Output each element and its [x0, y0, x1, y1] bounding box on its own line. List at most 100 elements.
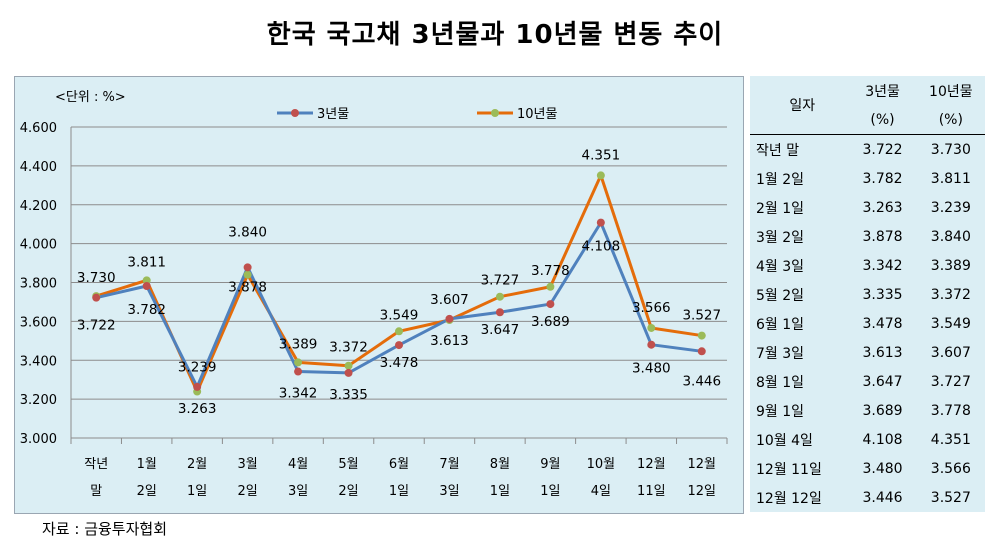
data-label-10y: 3.778 [531, 263, 570, 279]
y-tick-label: 3.200 [20, 393, 57, 408]
table-row: 1월 2일 3.782 3.811 [750, 164, 985, 193]
x-tick-label: 2일 [338, 484, 358, 499]
data-point-3y [294, 367, 303, 376]
data-label-10y: 3.727 [481, 273, 520, 289]
x-tick-label: 3일 [288, 484, 308, 499]
x-tick-label: 11일 [637, 484, 666, 499]
data-label-10y: 3.840 [228, 225, 267, 241]
table-cell-date: 7월 3일 [756, 345, 805, 362]
data-point-10y [647, 323, 656, 332]
table-cell-10y: 3.239 [930, 199, 971, 216]
table-cell-10y: 3.389 [930, 257, 971, 274]
table-cell-3y: 3.478 [862, 315, 903, 332]
legend-label: 10년물 [517, 107, 558, 122]
data-label-3y: 3.446 [682, 373, 721, 389]
table-cell-3y: 3.480 [862, 460, 903, 477]
y-tick-label: 4.400 [20, 160, 57, 175]
table-cell-10y: 3.566 [930, 460, 971, 477]
table-cell-3y: 3.342 [862, 257, 903, 274]
x-tick-label: 1일 [540, 484, 560, 499]
table-cell-10y: 3.607 [930, 344, 971, 361]
x-tick-label: 12일 [688, 484, 717, 499]
data-point-10y [495, 292, 504, 301]
table-row: 12월 12일 3.446 3.527 [750, 483, 985, 512]
data-label-10y: 3.811 [127, 254, 166, 270]
x-tick-label: 말 [90, 484, 102, 499]
table-cell-10y: 3.811 [930, 170, 971, 187]
table-row: 2월 1일 3.263 3.239 [750, 193, 985, 222]
data-point-3y [495, 308, 504, 317]
data-label-3y: 3.878 [228, 279, 267, 295]
table-cell-3y: 3.613 [862, 344, 903, 361]
data-label-3y: 3.342 [279, 386, 318, 402]
x-tick-label: 2일 [237, 484, 257, 499]
data-label-10y: 3.372 [329, 340, 368, 356]
table-header-cell: (%) [848, 105, 917, 135]
line-chart: 3.000 3.200 3.400 3.600 3.800 4.000 4.200 4.400… [20, 90, 728, 499]
data-point-3y [92, 293, 101, 302]
x-tick-label: 7월 [439, 457, 459, 472]
table-row: 8월 1일 3.647 3.727 [750, 367, 985, 396]
x-tick-label: 4일 [591, 484, 611, 499]
data-label-10y: 3.607 [430, 292, 469, 308]
legend-label: 3년물 [317, 107, 349, 122]
x-tick-label: 6월 [389, 457, 409, 472]
y-tick-label: 3.600 [20, 315, 57, 330]
data-label-3y: 3.647 [481, 322, 520, 338]
data-point-10y [344, 361, 353, 370]
data-point-10y [243, 270, 252, 279]
data-point-3y [193, 382, 202, 391]
unit-label: <단위 : %> [55, 90, 126, 105]
table-header-row: 일자 3년물 10년물 [750, 76, 985, 135]
data-table: 일자 3년물 10년물 (%) (%) 작년 말 3.722 3.730 1월 2일 3.782 3… [750, 76, 985, 512]
table-header-cell: 10년물 [929, 83, 973, 100]
data-point-3y [596, 218, 605, 227]
y-tick-label: 4.600 [20, 121, 57, 136]
table-row: 3월 2일 3.878 3.840 [750, 222, 985, 251]
table-cell-date: 2월 1일 [756, 200, 805, 217]
data-label-10y: 3.239 [178, 360, 217, 376]
table-cell-10y: 3.549 [930, 315, 971, 332]
data-point-10y [546, 282, 555, 291]
table-header-cell: (%) [916, 105, 985, 135]
data-label-3y: 3.335 [329, 387, 368, 403]
data-point-10y [697, 331, 706, 340]
table-cell-3y: 3.647 [862, 373, 903, 390]
table-cell-10y: 3.727 [930, 373, 971, 390]
table-cell-date: 6월 1일 [756, 316, 805, 333]
data-point-3y [243, 263, 252, 272]
data-point-3y [395, 341, 403, 350]
table-cell-date: 8월 1일 [756, 374, 805, 391]
x-tick-label: 3월 [237, 457, 257, 472]
x-tick-label: 작년 [84, 457, 108, 472]
x-tick-label: 3일 [439, 484, 459, 499]
x-tick-label: 1일 [187, 484, 207, 499]
table-row: 12월 11일 3.480 3.566 [750, 454, 985, 483]
x-tick-label: 5월 [338, 457, 358, 472]
table-cell-date: 10월 4일 [756, 432, 813, 449]
table-header-cell: 3년물 [865, 83, 900, 100]
table-cell-10y: 4.351 [930, 431, 971, 448]
data-point-3y [445, 314, 454, 323]
table-cell-10y: 3.840 [930, 228, 971, 245]
data-point-3y [344, 368, 353, 377]
table-row: 작년 말 3.722 3.730 [750, 135, 985, 165]
table-cell-date: 3월 2일 [756, 229, 805, 246]
table-cell-10y: 3.778 [930, 402, 971, 419]
x-tick-label: 2월 [187, 457, 207, 472]
table-row: 7월 3일 3.613 3.607 [750, 338, 985, 367]
table-cell-date: 5월 2일 [756, 287, 805, 304]
data-label-3y: 3.480 [632, 361, 671, 377]
x-tick-label: 9월 [540, 457, 560, 472]
table-row: 9월 1일 3.689 3.778 [750, 396, 985, 425]
table-header-cell: 일자 [750, 76, 849, 135]
table-cell-10y: 3.730 [930, 141, 971, 158]
data-point-3y [697, 347, 706, 356]
data-point-10y [294, 358, 303, 367]
data-point-10y [596, 171, 605, 180]
data-label-10y: 3.527 [682, 308, 721, 324]
table-cell-3y: 3.878 [862, 228, 903, 245]
data-point-3y [647, 340, 656, 349]
table-cell-date: 12월 11일 [756, 461, 822, 478]
data-label-3y: 3.613 [430, 333, 469, 349]
